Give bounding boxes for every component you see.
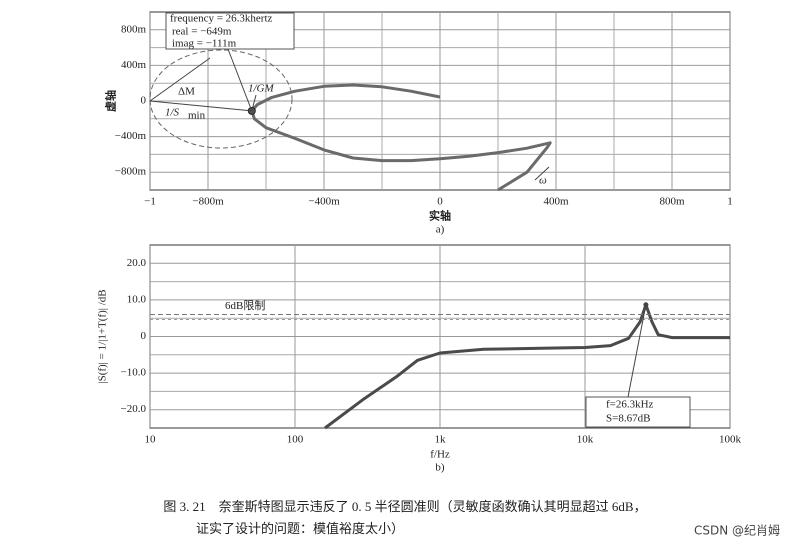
annotation: min — [188, 110, 206, 122]
pointer — [227, 48, 253, 112]
watermark: CSDN @纪肖姆 — [694, 524, 780, 538]
y-tick-label: −10.0 — [121, 367, 147, 379]
x-tick-label: 10k — [577, 434, 594, 446]
annotation: 1/GM — [248, 83, 275, 95]
x-tick-label: 1k — [435, 434, 447, 446]
annotation: frequency = 26.3khertz — [170, 13, 273, 25]
chart-subtitle: a) — [436, 224, 445, 236]
x-tick-label: 400m — [543, 196, 569, 208]
x-tick-label: 1 — [727, 196, 733, 208]
x-tick-label: 800m — [659, 196, 685, 208]
y-tick-label: 400m — [121, 59, 147, 71]
y-tick-label: 20.0 — [127, 257, 147, 269]
annotation-box — [165, 12, 295, 50]
y-axis-label: 虚轴 — [104, 90, 118, 112]
x-tick-label: −800m — [192, 196, 224, 208]
x-tick-label: 100 — [287, 434, 304, 446]
limit-label: 6dB限制 — [225, 299, 265, 312]
annotation: ΔM — [178, 86, 195, 98]
y-tick-label: −20.0 — [121, 403, 147, 415]
y-tick-label: 0 — [141, 330, 147, 342]
caption-line: 证实了设计的问题：模值裕度太小） — [196, 521, 404, 536]
y-tick-label: 10.0 — [127, 293, 147, 305]
pointer — [251, 94, 257, 112]
x-tick-label: 0 — [437, 196, 443, 208]
y-tick-label: 800m — [121, 23, 147, 35]
pointer — [149, 57, 211, 102]
annotation: 1/S — [165, 107, 180, 119]
x-tick-label: 10 — [145, 434, 157, 446]
caption-line: 图 3. 21 奈奎斯特图显示违反了 0. 5 半径圆准则（灵敏度函数确认其明显… — [163, 499, 646, 514]
criterion-circle — [149, 49, 293, 149]
annotation: imag = −111m — [172, 38, 237, 50]
annotation: real = −649m — [172, 26, 232, 38]
y-axis-label: |S(f)| = 1/|1+T(f)| /dB — [97, 289, 109, 383]
x-axis-label: f/Hz — [430, 449, 450, 461]
annotation: ω — [539, 175, 547, 187]
annotation: S=8.67dB — [606, 413, 650, 425]
x-tick-label: −400m — [308, 196, 340, 208]
pointer — [534, 166, 550, 181]
pointer — [149, 100, 252, 112]
annotation: f=26.3kHz — [606, 399, 654, 411]
curve — [250, 83, 552, 192]
y-tick-label: −800m — [115, 166, 147, 178]
y-tick-label: 0 — [141, 95, 147, 107]
y-tick-label: −400m — [115, 130, 147, 142]
x-tick-label: −1 — [144, 196, 156, 208]
curve — [324, 303, 730, 430]
annotation-box — [585, 396, 691, 428]
x-tick-label: 100k — [719, 434, 742, 446]
x-axis-label: 实轴 — [429, 209, 451, 223]
pointer — [627, 304, 647, 398]
chart-subtitle: b) — [435, 462, 445, 474]
